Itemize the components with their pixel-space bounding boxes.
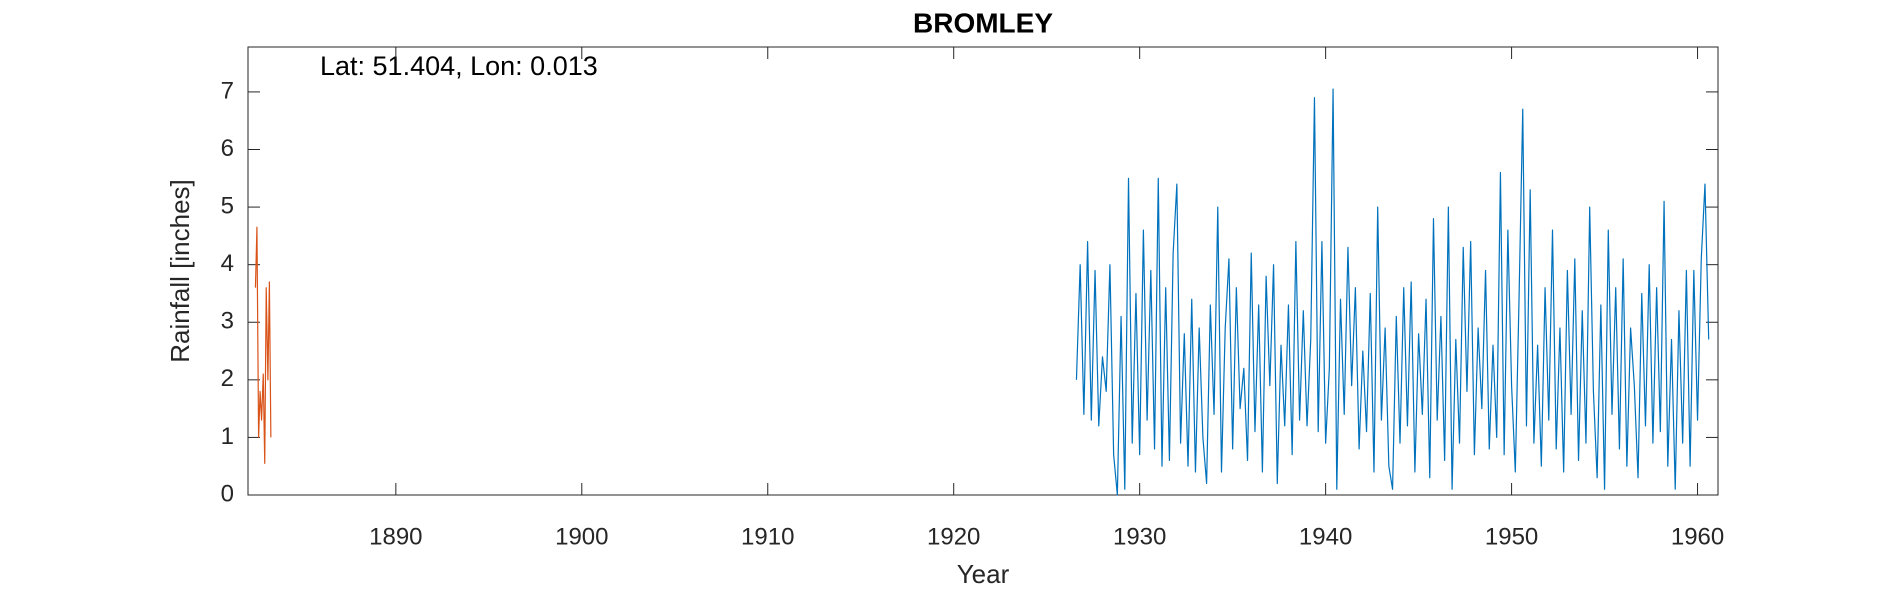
chart-title: BROMLEY <box>913 7 1053 38</box>
x-tick-label: 1890 <box>369 523 422 550</box>
x-tick-label: 1900 <box>555 523 608 550</box>
y-tick-label: 1 <box>221 423 234 450</box>
y-axis-label: Rainfall [inches] <box>165 179 195 363</box>
y-tick-label: 6 <box>221 135 234 162</box>
y-tick-label: 3 <box>221 308 234 335</box>
x-tick-label: 1950 <box>1485 523 1538 550</box>
y-tick-label: 0 <box>221 480 234 507</box>
x-tick-label: 1930 <box>1113 523 1166 550</box>
x-tick-label: 1940 <box>1299 523 1352 550</box>
y-tick-label: 5 <box>221 192 234 219</box>
data-line <box>1075 88 1710 496</box>
y-tick-label: 4 <box>221 250 234 277</box>
x-tick-label: 1910 <box>741 523 794 550</box>
x-tick-label: 1960 <box>1671 523 1724 550</box>
annotation: Lat: 51.404, Lon: 0.013 <box>320 51 598 81</box>
x-axis-label: Year <box>957 559 1010 589</box>
y-tick-label: 2 <box>221 365 234 392</box>
data-line <box>254 226 272 464</box>
y-tick-label: 7 <box>221 77 234 104</box>
x-tick-label: 1920 <box>927 523 980 550</box>
plot-frame <box>247 46 1719 496</box>
